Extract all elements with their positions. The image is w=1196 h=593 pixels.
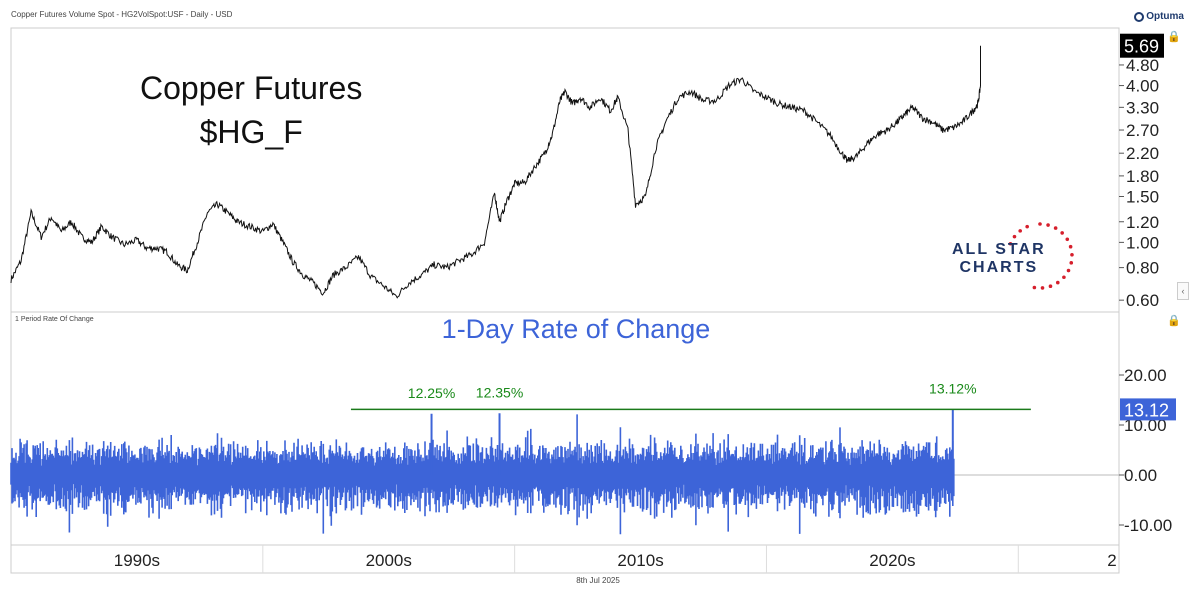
- brand-label: Optuma: [1146, 11, 1184, 22]
- chart-title: Copper Futures $HG_F: [140, 66, 362, 154]
- price-tick-label: 1.80: [1126, 167, 1159, 186]
- price-tick-label: 2.20: [1126, 144, 1159, 163]
- collapse-panel-button[interactable]: ‹: [1177, 282, 1189, 300]
- roc-tick-label: 0.00: [1124, 466, 1157, 485]
- lock-icon[interactable]: 🔒: [1167, 315, 1181, 327]
- watermark-star: [1040, 286, 1045, 290]
- watermark-star: [1062, 275, 1066, 280]
- roc-bars: [10, 414, 955, 535]
- optuma-logo: Optuma: [1134, 11, 1184, 22]
- watermark-star: [1038, 222, 1042, 226]
- watermark-star: [1053, 226, 1058, 230]
- price-tick-label: 1.00: [1126, 233, 1159, 252]
- roc-tick-label: -10.00: [1124, 516, 1172, 535]
- watermark-star: [1055, 280, 1060, 285]
- chart-title-line2: $HG_F: [199, 114, 303, 150]
- price-tick-label: 2.70: [1126, 121, 1159, 140]
- watermark-star: [1070, 252, 1074, 257]
- indicator-label: 1 Period Rate Of Change: [15, 316, 94, 323]
- price-line: [10, 45, 981, 299]
- price-axis: 0.60 0.80 1.001.20 1.50 1.80 2.20 2.70 3.30 4.00…: [1119, 33, 1164, 310]
- price-tick-label: 0.60: [1126, 291, 1159, 310]
- watermark-star: [1032, 285, 1037, 290]
- watermark-star: [1018, 229, 1022, 233]
- chart-date: 8th Jul 2025: [576, 576, 620, 585]
- time-tick-label: 2010s: [617, 551, 663, 570]
- price-tick-label: 4.80: [1126, 56, 1159, 75]
- watermark-star: [1046, 223, 1050, 227]
- all-star-charts-watermark: [1008, 222, 1074, 290]
- price-tick-label: 1.50: [1126, 188, 1159, 207]
- watermark-star: [1066, 268, 1071, 273]
- roc-spike-annotation: 13.12%: [929, 380, 976, 396]
- price-tick-label: 3.30: [1126, 98, 1159, 117]
- time-tick-label: 2: [1107, 551, 1116, 570]
- roc-spike-annotation: 12.35%: [476, 384, 523, 400]
- chart-source-header: Copper Futures Volume Spot - HG2VolSpot:…: [11, 10, 233, 19]
- watermark-star: [1025, 224, 1029, 229]
- watermark-star: [1069, 261, 1074, 265]
- watermark-star: [1068, 244, 1073, 249]
- watermark-star: [1060, 231, 1064, 235]
- time-tick-label: 2000s: [366, 551, 412, 570]
- time-axis: 1990s 2000s 2010s 2020s 2: [114, 545, 1117, 573]
- time-axis-frame: [10, 544, 1120, 574]
- roc-series-group: 12.25% 12.35% 13.12%: [10, 380, 1119, 535]
- chart-title-line1: Copper Futures: [140, 70, 363, 106]
- watermark-star: [1065, 237, 1070, 242]
- watermark-line2: CHARTS: [959, 259, 1039, 276]
- watermark-star: [1012, 234, 1017, 239]
- watermark-star: [1008, 241, 1013, 246]
- roc-axis: 20.00 10.00 0.00 -10.00 13.12: [1119, 366, 1176, 535]
- optuma-logo-icon: [1134, 11, 1145, 22]
- price-last-badge: [1120, 33, 1164, 58]
- roc-last-badge: [1120, 398, 1176, 421]
- watermark-line1: ALL STAR: [952, 241, 1046, 258]
- price-tick-label: 1.20: [1126, 213, 1159, 232]
- lock-icon[interactable]: 🔒: [1167, 31, 1181, 43]
- time-tick-label: 1990s: [114, 551, 160, 570]
- time-tick-label: 2020s: [869, 551, 915, 570]
- roc-last-value: 13.12: [1124, 400, 1169, 420]
- price-tick-label: 4.00: [1126, 77, 1159, 96]
- roc-tick-label: 20.00: [1124, 366, 1167, 385]
- watermark-star: [1048, 284, 1053, 289]
- price-last-value: 5.69: [1124, 37, 1159, 57]
- indicator-title: 1-Day Rate of Change: [441, 314, 711, 344]
- roc-spike-annotation: 12.25%: [408, 385, 455, 401]
- price-series-group: [10, 45, 981, 299]
- roc-tick-label: 10.00: [1124, 416, 1167, 435]
- watermark-text: ALL STAR CHARTS: [952, 241, 1046, 277]
- price-tick-label: 0.80: [1126, 259, 1159, 278]
